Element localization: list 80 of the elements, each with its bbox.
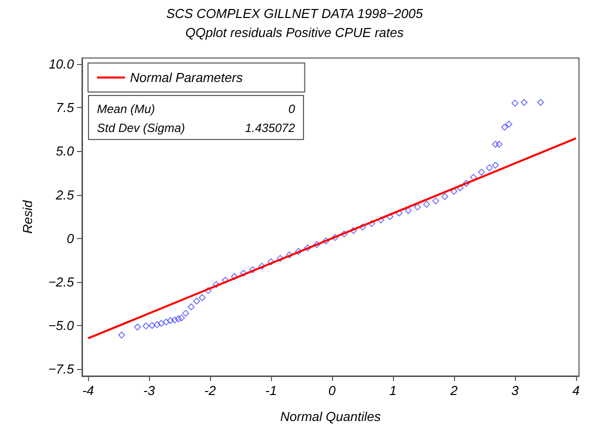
point [492,162,499,169]
point [118,332,126,338]
point [486,164,493,172]
point [174,315,182,322]
point [423,200,430,208]
point [441,193,448,200]
point [368,220,376,227]
point [322,238,330,244]
point [148,322,156,329]
y-tick-label: −5.0 [48,318,75,333]
point [193,298,200,304]
x-axis-title: Normal Quantiles [280,409,382,424]
point [304,244,312,252]
point [212,281,220,288]
point [249,266,256,274]
x-tick-label: 0 [328,383,336,398]
point [276,254,284,262]
point [414,204,421,210]
y-tick-label: 0 [66,230,75,246]
point [505,120,512,128]
point [258,262,266,270]
point [134,324,141,330]
x-tick-label: 2 [449,383,458,398]
y-tick-label: −7.5 [48,362,75,377]
point [512,100,518,107]
annotation: 1.435072 [244,121,295,135]
y-tick-label: −2.5 [48,274,75,290]
x-tick-label: -3 [143,383,156,398]
point [154,321,160,328]
point [470,174,477,181]
x-tick-label: -4 [82,383,94,398]
y-tick-label: 10.0 [48,56,75,72]
point [386,213,394,220]
point [520,99,528,106]
point [204,287,212,294]
point [340,230,348,238]
point [462,180,470,187]
point [313,241,320,248]
point [171,316,178,324]
point [182,310,190,317]
y-tick-label: 7.5 [56,100,75,116]
x-tick-label: 4 [572,383,580,398]
point [404,207,412,214]
point [162,318,170,326]
annotation: Mean (Mu) [97,102,156,116]
point [501,124,508,131]
point [478,168,485,176]
point [178,314,185,322]
point [158,320,165,327]
chart-title: SCS COMPLEX GILLNET DATA 1998−2005 [166,6,424,21]
x-tick-label: -1 [265,383,277,398]
y-axis-title: Resid [20,200,35,234]
y-tick-label: 5.0 [56,144,75,159]
point [456,184,464,192]
point [188,303,195,310]
point [222,276,229,284]
point [537,99,544,106]
point [350,227,357,234]
point [240,270,247,277]
point [332,234,338,241]
point [377,216,384,224]
x-tick-label: 1 [389,383,397,398]
point [432,197,440,204]
point [286,252,293,258]
point [231,273,238,280]
point [198,294,206,301]
legend-label: Normal Parameters [130,70,244,85]
annotation: Std Dev (Sigma) [97,121,186,135]
annotation: 0 [287,102,295,116]
point [167,317,174,324]
y-tick-label: 2.5 [54,187,75,202]
x-tick-label: 3 [511,383,520,398]
chart-subtitle: QQplot residuals Positive CPUE rates [185,25,404,40]
point [492,140,499,148]
point [359,224,366,230]
point [496,140,503,148]
point [295,248,302,255]
x-tick-label: -2 [204,383,217,398]
point [142,322,150,330]
point [268,258,274,266]
